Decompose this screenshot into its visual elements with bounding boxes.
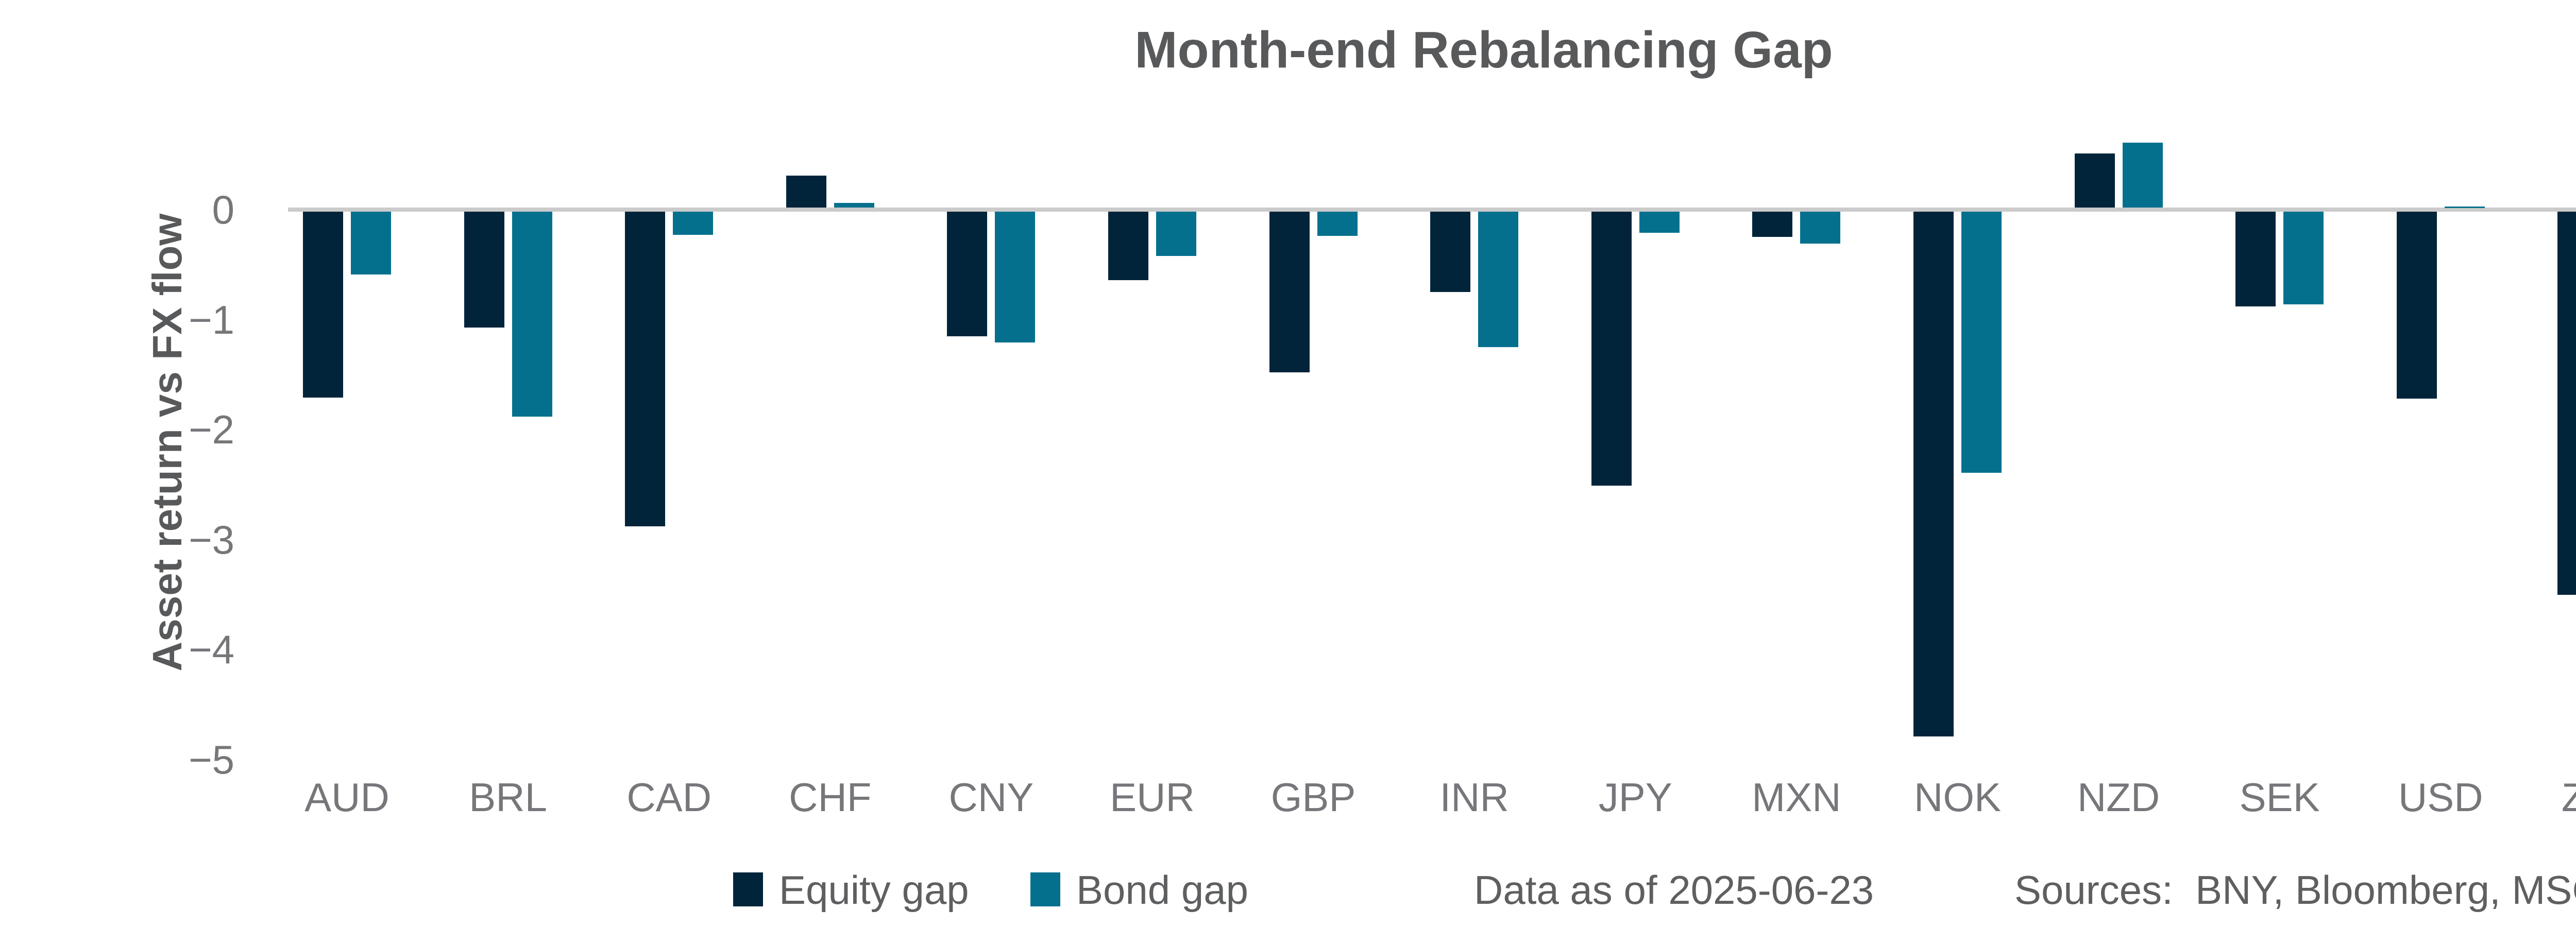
bar-bond-aud — [351, 212, 391, 275]
x-category-label-nzd: NZD — [2077, 775, 2160, 820]
sources-note: Sources: BNY, Bloomberg, MSCI — [2014, 867, 2576, 913]
x-category-label-jpy: JPY — [1598, 775, 1672, 820]
bar-equity-usd — [2396, 212, 2437, 399]
x-category-label-brl: BRL — [469, 775, 547, 820]
x-category-label-cad: CAD — [626, 775, 712, 820]
legend-label-bond-gap: Bond gap — [1076, 867, 1248, 913]
x-category-label-chf: CHF — [789, 775, 872, 820]
bar-bond-inr — [1478, 212, 1519, 347]
bar-bond-brl — [512, 212, 552, 417]
bar-bond-eur — [1156, 212, 1196, 256]
bar-bond-mxn — [1800, 212, 1841, 244]
x-category-label-inr: INR — [1439, 775, 1509, 820]
y-tick-label-0: 0 — [212, 187, 234, 232]
y-tick-label--3: −3 — [189, 517, 234, 562]
bar-bond-cad — [673, 212, 714, 235]
bar-bond-nzd — [2122, 142, 2163, 208]
x-category-label-cny: CNY — [948, 775, 1034, 820]
legend-swatch-bond-gap — [1030, 872, 1060, 906]
bar-equity-aud — [303, 212, 343, 398]
bar-bond-sek — [2283, 212, 2324, 304]
x-category-label-nok: NOK — [1913, 775, 2002, 820]
bar-bond-cny — [995, 212, 1036, 343]
x-category-label-aud: AUD — [304, 775, 389, 820]
y-tick-label--1: −1 — [189, 297, 234, 342]
bar-equity-nzd — [2074, 153, 2115, 208]
legend-swatch-equity-gap — [733, 872, 763, 906]
bar-equity-cny — [947, 212, 988, 336]
y-tick-label--5: −5 — [189, 737, 234, 782]
x-category-label-eur: EUR — [1110, 775, 1195, 820]
bar-equity-nok — [1913, 212, 1954, 737]
x-category-label-usd: USD — [2398, 775, 2483, 820]
legend-label-equity-gap: Equity gap — [779, 867, 969, 913]
chart-title: Month-end Rebalancing Gap — [1134, 21, 1833, 79]
bar-equity-cad — [625, 212, 666, 527]
bar-bond-chf — [834, 203, 874, 208]
bar-equity-inr — [1430, 212, 1471, 293]
data-as-of-note: Data as of 2025-06-23 — [1474, 867, 1874, 913]
zero-axis-line — [288, 208, 2576, 212]
bar-equity-chf — [786, 175, 826, 208]
bar-bond-nok — [1961, 212, 2002, 473]
x-category-label-mxn: MXN — [1752, 775, 1841, 820]
bar-equity-brl — [464, 212, 504, 328]
bar-equity-sek — [2235, 212, 2276, 306]
x-category-label-gbp: GBP — [1270, 775, 1356, 820]
bar-equity-jpy — [1591, 212, 1632, 486]
bar-bond-gbp — [1317, 212, 1358, 236]
x-category-label-sek: SEK — [2239, 775, 2320, 820]
bar-equity-eur — [1108, 212, 1148, 280]
bar-equity-mxn — [1752, 212, 1793, 237]
y-tick-label--4: −4 — [189, 627, 234, 673]
y-tick-label--2: −2 — [189, 407, 234, 453]
bar-equity-zar — [2557, 212, 2576, 595]
bar-equity-gbp — [1269, 212, 1310, 373]
bar-bond-usd — [2444, 206, 2485, 208]
bar-bond-jpy — [1639, 212, 1680, 233]
x-category-label-zar: ZAR — [2561, 775, 2576, 820]
